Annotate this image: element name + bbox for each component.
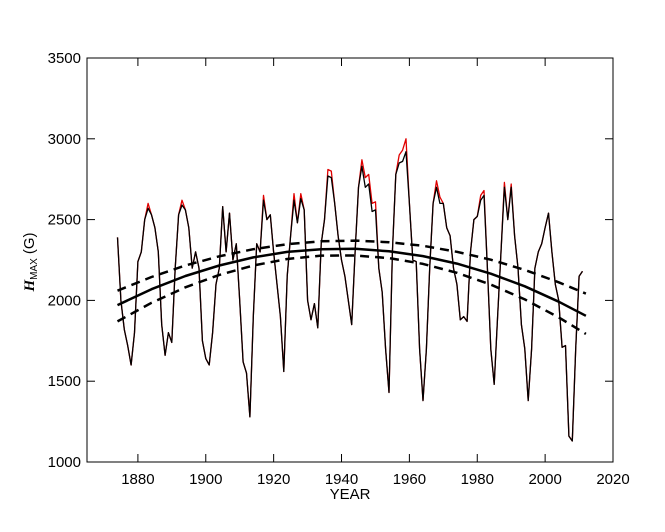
x-tick-label: 1960	[393, 471, 426, 488]
y-tick-label: 2500	[48, 212, 81, 229]
series-line	[116, 247, 587, 317]
series-line	[117, 239, 587, 295]
y-axis-symbol: H	[22, 279, 38, 293]
x-tick-label: 1900	[189, 471, 222, 488]
y-axis-label: HMAX (G)	[21, 232, 40, 292]
y-tick-label: 3500	[48, 50, 81, 67]
x-tick-label: 1920	[257, 471, 290, 488]
x-axis-label: YEAR	[330, 486, 371, 503]
y-tick-label: 1000	[48, 454, 81, 471]
plot-frame	[86, 57, 614, 463]
y-tick-label: 2000	[48, 292, 81, 309]
x-tick-label: 2020	[596, 471, 629, 488]
x-tick-label: 1940	[325, 471, 358, 488]
y-tick-label: 3000	[48, 131, 81, 148]
series-line	[116, 138, 584, 442]
x-tick-label: 1980	[461, 471, 494, 488]
y-axis-subscript: MAX	[29, 258, 40, 280]
y-axis-unit: (G)	[21, 232, 38, 254]
x-tick-label: 2000	[528, 471, 561, 488]
y-tick-label: 1500	[48, 373, 81, 390]
series-line	[116, 151, 584, 442]
x-tick-label: 1880	[121, 471, 154, 488]
